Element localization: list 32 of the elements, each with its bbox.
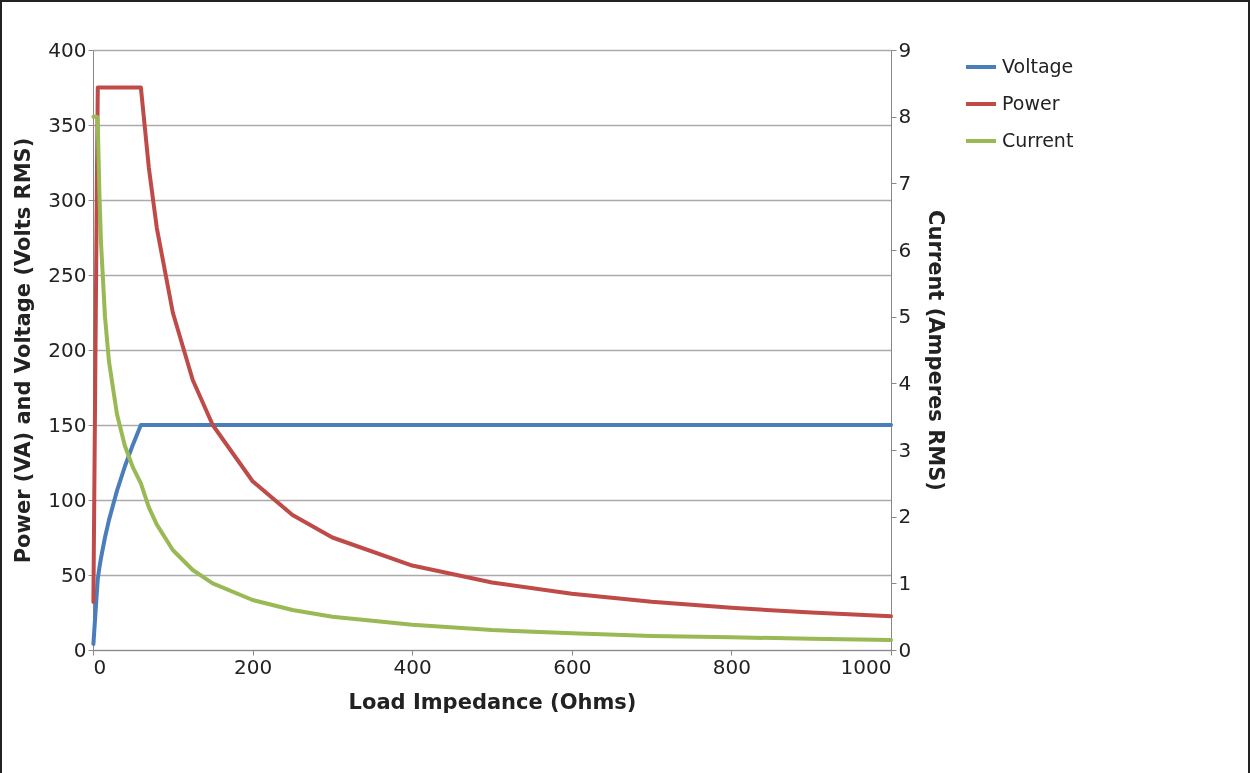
y2-tick-label: 0 [898, 637, 912, 662]
y-tick-label: 400 [48, 37, 87, 62]
y2-tick-label: 1 [898, 570, 912, 595]
legend-label: Current [1002, 129, 1074, 151]
legend-label: Voltage [1002, 55, 1074, 77]
x-axis-title: Load Impedance (Ohms) [348, 689, 637, 714]
y2-tick-label: 7 [898, 170, 912, 195]
y2-tick-label: 5 [898, 304, 912, 329]
y2-tick-label: 8 [898, 104, 912, 129]
y-tick-label: 150 [48, 412, 87, 437]
x-tick-label: 400 [393, 654, 432, 679]
legend-label: Power [1002, 92, 1060, 114]
y-tick-label: 200 [48, 337, 87, 362]
y-tick-label: 100 [48, 487, 87, 512]
y2-tick-label: 6 [898, 237, 912, 262]
x-tick-label: 600 [553, 654, 592, 679]
y-tick-label: 350 [48, 112, 87, 137]
y2-tick-label: 4 [898, 370, 912, 395]
y-tick-label: 0 [73, 637, 87, 662]
y2-tick-label: 2 [898, 504, 912, 529]
x-tick-label: 800 [712, 654, 751, 679]
x-tick-label: 0 [93, 654, 107, 679]
x-tick-label: 1000 [840, 654, 892, 679]
y-tick-label: 50 [61, 562, 87, 587]
y2-axis-title: Current (Amperes RMS) [924, 210, 949, 491]
y-axis-title: Power (VA) and Voltage (Volts RMS) [11, 137, 36, 564]
y-tick-label: 250 [48, 262, 87, 287]
y2-tick-label: 9 [898, 37, 912, 62]
y-tick-label: 300 [48, 187, 87, 212]
y2-tick-label: 3 [898, 437, 912, 462]
line-series [91, 423, 893, 646]
x-tick-label: 200 [234, 654, 273, 679]
